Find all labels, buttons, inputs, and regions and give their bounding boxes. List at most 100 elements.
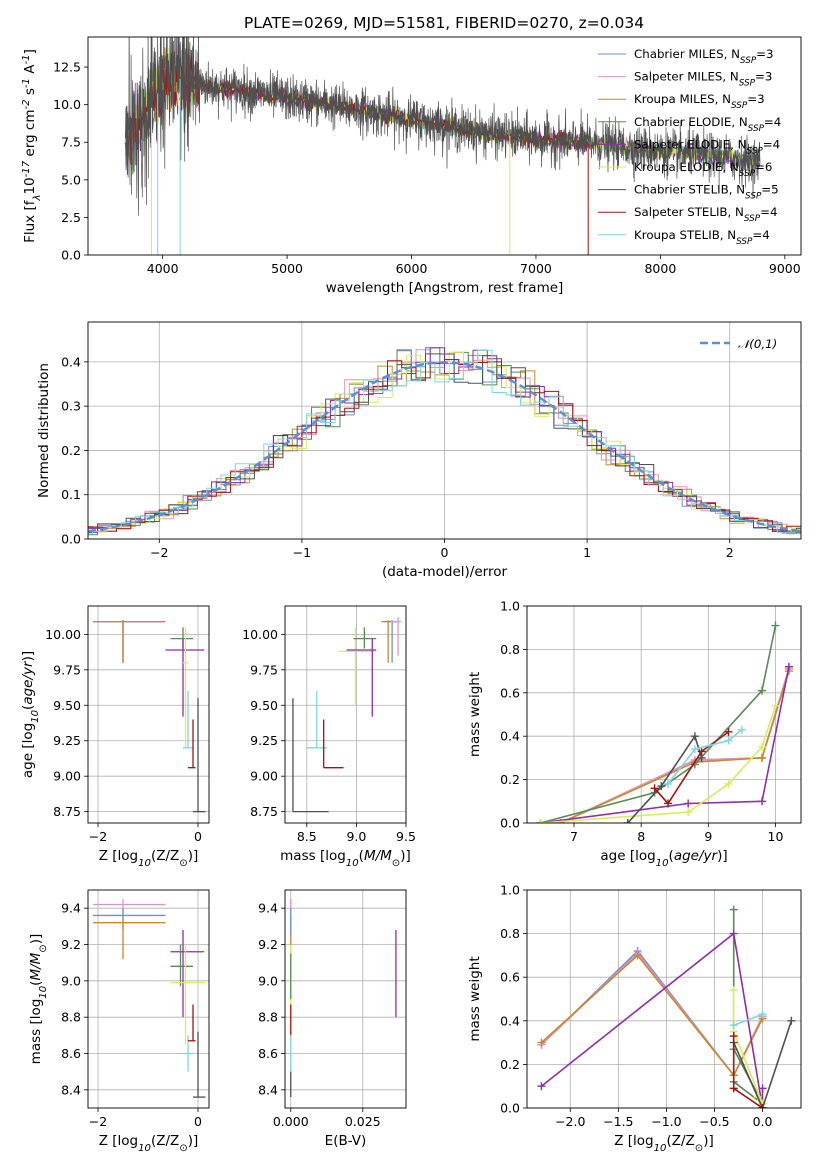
weight-marker xyxy=(758,686,767,695)
x-tick-label: 9 xyxy=(704,829,712,844)
errorbar-point xyxy=(93,620,166,663)
residuals-frame xyxy=(87,321,802,540)
weight-series xyxy=(729,1032,767,1108)
x-tick-label: −2 xyxy=(150,545,168,560)
y-tick-label: 0.0 xyxy=(61,248,81,263)
weight-marker xyxy=(623,819,632,823)
mass_vs_Z-frame xyxy=(87,889,210,1109)
weight-marker xyxy=(758,797,767,806)
weight-marker xyxy=(690,745,699,754)
mass_vs_ebv-marks xyxy=(290,899,397,1098)
errorbar-point xyxy=(391,617,402,656)
x-tick-label: 9.5 xyxy=(396,829,416,844)
x-tick-label: 6000 xyxy=(396,261,428,276)
y-tick-label: 9.75 xyxy=(53,662,81,677)
weight-marker xyxy=(758,1084,767,1093)
weight-line xyxy=(733,1013,763,1026)
weight-series xyxy=(664,725,746,788)
y-tick-label: 0.0 xyxy=(500,816,520,831)
errorbar-point xyxy=(170,929,204,1018)
weight-marker xyxy=(684,808,693,817)
weight_vs_age-frame xyxy=(526,605,802,824)
x-tick-label: 8 xyxy=(637,829,645,844)
age_vs_mass-marks xyxy=(292,617,402,813)
weight-line xyxy=(540,954,764,1077)
x-tick-label: 7000 xyxy=(520,261,552,276)
mass_vs_ebv-plot-area xyxy=(290,899,397,1098)
errorbar-point xyxy=(193,698,206,813)
legend-entry: Kroupa ELODIE, NSSP=6 xyxy=(634,160,772,179)
age_vs_Z-marks xyxy=(93,620,206,813)
x-tick-label: 10 xyxy=(768,829,784,844)
y-tick-label: 0.8 xyxy=(500,926,520,941)
weight-marker xyxy=(724,736,733,745)
weight_vs_Z-axes: −2.0 −1.5 −1.0 −0.5 0.0 0.0 0.2 0.4 0.6 0.8 1.0 Z [… xyxy=(467,883,801,1154)
x-tick-label: 0.0 xyxy=(753,1114,773,1129)
x-axis-label: E(B-V) xyxy=(325,1133,367,1149)
normal-curve xyxy=(88,361,801,533)
x-tick-label: 0 xyxy=(194,829,202,844)
x-axis-label: wavelength [Angstrom, rest frame] xyxy=(326,280,564,296)
y-tick-label: 0.4 xyxy=(500,729,520,744)
y-tick-label: 9.50 xyxy=(53,698,81,713)
y-tick-label: 0.6 xyxy=(500,970,520,985)
x-tick-label: −2 xyxy=(89,829,107,844)
weight-line xyxy=(732,1020,793,1108)
y-tick-label: 0.0 xyxy=(61,532,81,547)
legend-entry: Salpeter ELODIE, NSSP=4 xyxy=(634,137,780,156)
errorbar-point xyxy=(93,917,166,960)
y-axis-label: Normed distribution xyxy=(36,363,52,498)
spectrum-frame xyxy=(87,36,802,256)
x-tick-label: −1.0 xyxy=(651,1114,681,1129)
weight-marker xyxy=(758,1104,767,1108)
y-tick-label: 10.00 xyxy=(45,627,81,642)
weight-marker xyxy=(724,727,733,736)
weight-marker xyxy=(758,753,767,762)
y-tick-label: 0.4 xyxy=(61,354,81,369)
spectrum-marks xyxy=(124,37,761,255)
weight-series xyxy=(650,727,733,808)
weight-marker xyxy=(771,621,780,630)
age_vs_mass-axes: 8.5 9.0 9.5 8.75 9.00 9.25 9.50 9.75 10.00 mass [… xyxy=(242,606,416,869)
y-tick-label: 0.0 xyxy=(500,1101,520,1116)
x-tick-label: 0 xyxy=(194,1114,202,1129)
x-tick-label: 0.000 xyxy=(273,1114,309,1129)
y-axis-label: mass [log10(M/M⊙)] xyxy=(28,934,49,1065)
x-tick-label: 9.0 xyxy=(346,829,366,844)
legend-entry: Chabrier STELIB, NSSP=5 xyxy=(634,183,779,202)
x-tick-label: −1.5 xyxy=(603,1114,633,1129)
errorbar-point xyxy=(292,698,329,813)
weight-line xyxy=(627,734,703,823)
weight-marker xyxy=(697,747,706,756)
errorbar-point xyxy=(170,944,206,1045)
weight-marker xyxy=(664,799,673,808)
legend-entry: Chabrier MILES, NSSP=3 xyxy=(634,47,774,66)
y-tick-label: 8.6 xyxy=(61,1046,81,1061)
legend-entry: Salpeter MILES, NSSP=3 xyxy=(634,70,772,89)
legend-entry: Kroupa MILES, NSSP=3 xyxy=(634,92,765,111)
age_vs_Z-axes: −2 0 8.75 9.00 9.25 9.50 9.75 10.00 Z [log10(Z/Z… xyxy=(20,606,209,869)
weight-marker xyxy=(690,732,699,741)
y-axis-label: Flux [fλ10-17 erg cm-2 s-1 A-1] xyxy=(21,49,43,243)
weight-marker xyxy=(787,1016,796,1025)
legend-entry: Chabrier ELODIE, NSSP=4 xyxy=(634,115,781,134)
errorbar-point xyxy=(165,638,204,717)
x-tick-label: −0.5 xyxy=(699,1114,729,1129)
y-tick-label: 0.1 xyxy=(61,487,81,502)
x-tick-label: 8.5 xyxy=(297,829,317,844)
weight-marker xyxy=(758,743,767,752)
y-tick-label: 9.2 xyxy=(258,937,278,952)
residual-legend: 𝒩(0,1) xyxy=(700,337,777,351)
y-tick-label: 9.00 xyxy=(53,769,81,784)
x-tick-label: 2 xyxy=(726,545,734,560)
y-tick-label: 12.5 xyxy=(53,60,81,75)
y-tick-label: 9.0 xyxy=(61,973,81,988)
weight-marker xyxy=(729,1032,738,1041)
y-tick-label: 8.8 xyxy=(258,1010,278,1025)
x-tick-label: 1 xyxy=(583,545,591,560)
y-tick-label: 0.2 xyxy=(61,443,81,458)
errorbar-point xyxy=(170,944,193,987)
x-axis-label: Z [log10(Z/Z⊙)] xyxy=(99,1133,199,1154)
residuals-plot-area xyxy=(88,347,801,537)
x-tick-label: 5000 xyxy=(271,261,303,276)
